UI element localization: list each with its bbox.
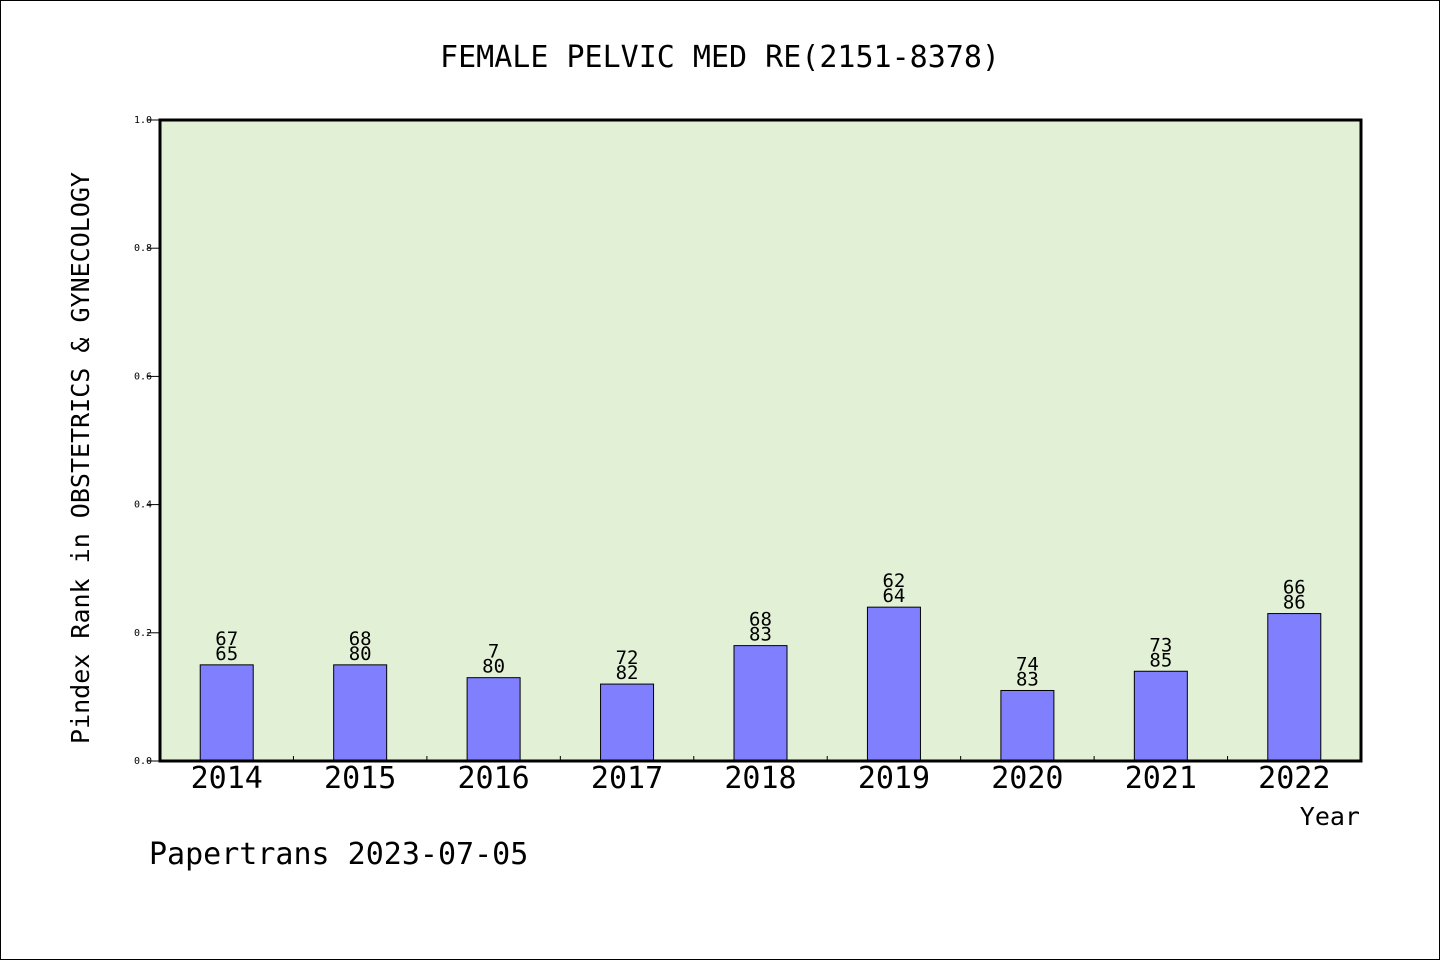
bar-label-bottom: 82 (616, 662, 639, 684)
bar-label-bottom: 85 (1149, 649, 1172, 671)
bar-label-top: 67 (215, 628, 238, 650)
bar-label-bottom: 65 (215, 643, 238, 665)
y-tick-label: 0.0 (134, 756, 152, 767)
bar-label-bottom: 83 (1016, 668, 1039, 690)
x-tick-label: 2021 (1125, 761, 1197, 796)
y-tick-label: 0.4 (134, 500, 152, 511)
bar-label-top: 72 (616, 647, 639, 669)
x-tick-label: 2022 (1258, 761, 1330, 796)
bar-series (199, 606, 1322, 762)
bar-label-top: 73 (1149, 634, 1172, 656)
bar (466, 677, 521, 762)
y-axis-label: Pindex Rank in OBSTETRICS & GYNECOLOGY (66, 172, 95, 744)
x-tick-label: 2014 (191, 761, 263, 796)
bar (199, 664, 254, 762)
bar (1000, 689, 1055, 762)
x-tick-label: 2017 (591, 761, 663, 796)
bar-label-bottom: 86 (1283, 592, 1306, 614)
chart-title: FEMALE PELVIC MED RE(2151-8378) (440, 40, 1000, 75)
x-tick-label: 2016 (457, 761, 529, 796)
bar-label-bottom: 83 (749, 624, 772, 646)
bar-label-bottom: 80 (482, 656, 505, 678)
bar-label-top: 74 (1016, 653, 1039, 675)
plot-border (158, 118, 1363, 763)
bar-label-bottom: 64 (882, 585, 905, 607)
x-tick-label: 2018 (724, 761, 796, 796)
x-tick-label: 2019 (858, 761, 930, 796)
x-tick-label: 2015 (324, 761, 396, 796)
bar-label-top: 66 (1283, 577, 1306, 599)
y-tick-label: 0.8 (134, 243, 152, 254)
bar-label-bottom: 80 (349, 643, 372, 665)
y-tick-label: 0.2 (134, 628, 152, 639)
footer-credit: Papertrans 2023-07-05 (149, 837, 528, 872)
bar-label-top: 68 (749, 609, 772, 631)
bar-label-top: 7 (488, 641, 499, 663)
bar-label-top: 68 (349, 628, 372, 650)
y-tick-label: 0.6 (134, 371, 152, 382)
bar (600, 683, 655, 762)
x-axis-label: Year (1300, 802, 1360, 831)
y-tick-label: 1.0 (134, 115, 152, 126)
bar (866, 606, 921, 762)
x-axis: 2014 2015 2016 2017 2018 2019 2020 2021 2022 (191, 756, 1330, 796)
bar (1267, 613, 1322, 762)
y-axis: 0.0 0.2 0.4 0.6 0.8 1.0 (134, 115, 160, 767)
bar-label-top: 62 (882, 570, 905, 592)
bar (1133, 670, 1188, 762)
bar (333, 664, 388, 762)
x-tick-label: 2020 (991, 761, 1063, 796)
bar (733, 645, 788, 762)
